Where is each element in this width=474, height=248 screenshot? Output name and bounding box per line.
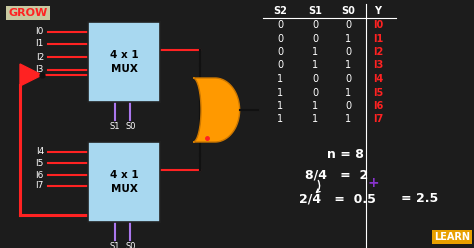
Text: +: + — [367, 176, 379, 190]
Text: S1: S1 — [109, 242, 119, 248]
Text: 1: 1 — [312, 47, 318, 57]
Text: I5: I5 — [36, 158, 44, 167]
Text: I7: I7 — [373, 115, 383, 124]
Text: 0: 0 — [345, 47, 351, 57]
Text: I7: I7 — [36, 182, 44, 190]
Text: 1: 1 — [312, 61, 318, 70]
Text: S1: S1 — [308, 6, 322, 16]
Text: 1: 1 — [345, 115, 351, 124]
Text: Y: Y — [374, 6, 382, 16]
Text: 1: 1 — [345, 33, 351, 43]
Text: 1: 1 — [277, 101, 283, 111]
Text: 4 x 1
MUX: 4 x 1 MUX — [109, 50, 138, 74]
Text: I1: I1 — [373, 33, 383, 43]
Bar — [88, 22, 160, 102]
Text: I0: I0 — [36, 28, 44, 36]
Polygon shape — [193, 78, 240, 142]
Text: 0: 0 — [312, 88, 318, 97]
Text: I2: I2 — [36, 53, 44, 62]
Text: I3: I3 — [373, 61, 383, 70]
Text: 0: 0 — [312, 33, 318, 43]
Text: 0: 0 — [312, 74, 318, 84]
Text: 0: 0 — [277, 47, 283, 57]
Text: 1: 1 — [277, 74, 283, 84]
Text: 0: 0 — [345, 20, 351, 30]
Text: 1: 1 — [277, 115, 283, 124]
Text: 0: 0 — [345, 74, 351, 84]
Text: S0: S0 — [126, 122, 136, 131]
Text: 0: 0 — [277, 33, 283, 43]
Text: 0: 0 — [277, 20, 283, 30]
Text: LEARN: LEARN — [434, 232, 470, 242]
Text: = 2.5: = 2.5 — [401, 192, 438, 205]
Bar — [88, 142, 160, 222]
Text: I6: I6 — [36, 171, 44, 180]
Text: S0: S0 — [126, 242, 136, 248]
Text: n = 8: n = 8 — [327, 148, 364, 161]
Text: S0: S0 — [341, 6, 355, 16]
Text: 1: 1 — [277, 88, 283, 97]
Text: I0: I0 — [373, 20, 383, 30]
Text: I4: I4 — [373, 74, 383, 84]
Text: 0: 0 — [345, 101, 351, 111]
Text: 1: 1 — [312, 115, 318, 124]
Text: 1: 1 — [345, 61, 351, 70]
Text: I4: I4 — [36, 148, 44, 156]
Text: S2: S2 — [273, 6, 287, 16]
Text: I2: I2 — [373, 47, 383, 57]
Polygon shape — [20, 64, 42, 86]
FancyArrowPatch shape — [317, 181, 320, 192]
Text: 0: 0 — [312, 20, 318, 30]
Text: I6: I6 — [373, 101, 383, 111]
Text: I3: I3 — [36, 65, 44, 74]
Text: 1: 1 — [312, 101, 318, 111]
Text: GROW: GROW — [9, 8, 47, 18]
Text: I5: I5 — [373, 88, 383, 97]
Text: 2/4   =  0.5: 2/4 = 0.5 — [299, 192, 375, 205]
Text: S1: S1 — [109, 122, 119, 131]
Text: 0: 0 — [277, 61, 283, 70]
Text: 4 x 1
MUX: 4 x 1 MUX — [109, 170, 138, 194]
Text: I1: I1 — [36, 39, 44, 49]
Text: 1: 1 — [345, 88, 351, 97]
Text: 8/4   =  2: 8/4 = 2 — [305, 168, 369, 181]
